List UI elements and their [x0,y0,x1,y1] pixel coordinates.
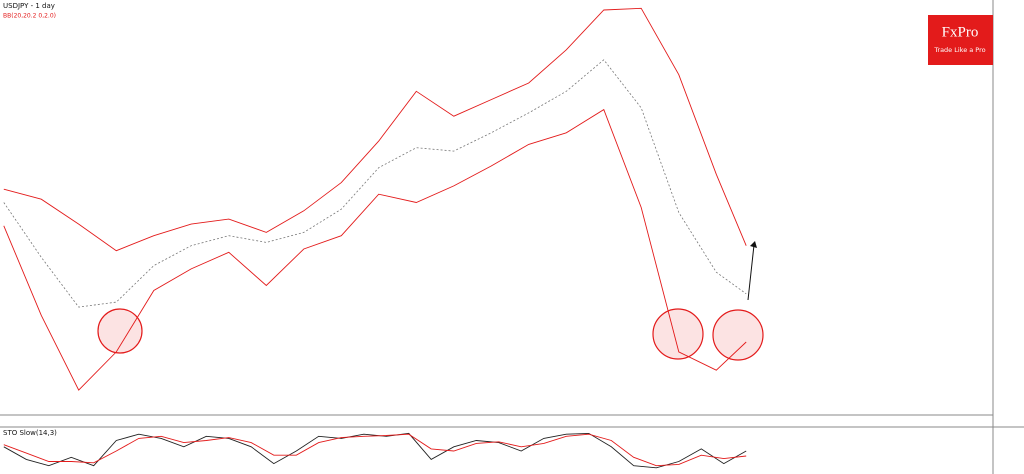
indicator-title: STO Slow(14,3) [3,429,57,437]
logo-brand: FxPro [942,24,979,40]
stochastic-line [3,433,747,467]
bollinger-band [3,108,747,391]
forecast-arrow [747,244,755,301]
arrow-head [750,241,757,248]
chart-title: USDJPY - 1 day [3,2,55,10]
logo-box [928,15,993,65]
highlight-circle [97,308,143,354]
stochastic-line [3,432,747,469]
highlight-circle [712,309,764,361]
plot-layer [3,7,747,469]
highlight-circle [652,308,704,360]
bollinger-middle [3,59,747,308]
logo-tagline: Trade Like a Pro [933,46,985,54]
bollinger-band [3,7,747,252]
indicator-label: BB(20,20.2 0,2.0) [3,13,56,20]
